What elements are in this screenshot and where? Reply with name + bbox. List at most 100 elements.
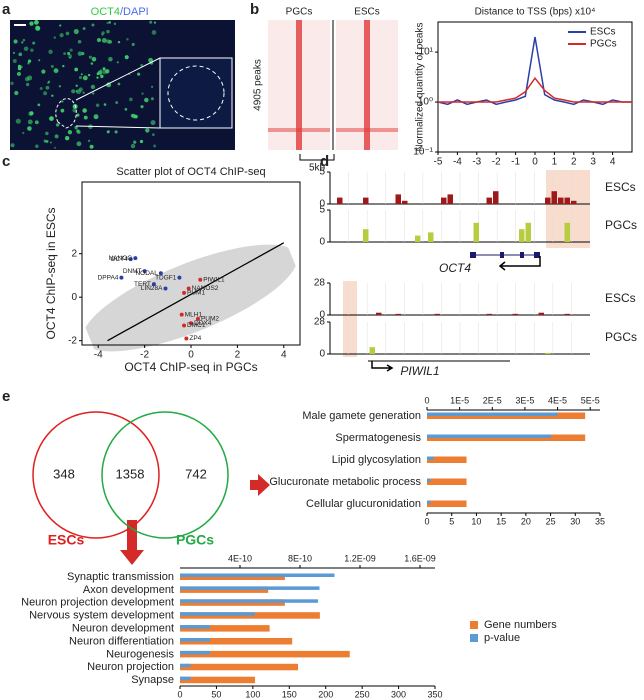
exon <box>500 252 504 258</box>
venn-count: 1358 <box>116 466 145 481</box>
cell <box>74 67 79 72</box>
cell <box>69 48 73 52</box>
cell <box>145 128 150 133</box>
cell <box>23 46 29 52</box>
cell <box>82 75 88 81</box>
x2-tick-label: 5E-5 <box>581 395 600 405</box>
signal-bar <box>564 313 570 315</box>
cell <box>13 39 18 44</box>
y-tick-label: -2 <box>68 335 77 346</box>
cell <box>73 28 79 35</box>
cell <box>153 21 157 24</box>
cell <box>131 42 135 47</box>
y-tick-label: 0 <box>319 199 325 210</box>
category-label: Neuron projection <box>87 661 174 673</box>
cell <box>83 115 88 120</box>
heatmap-signal <box>336 128 398 132</box>
category-label: Glucuronate metabolic process <box>269 476 421 488</box>
cell <box>38 59 41 62</box>
x-tick-label: 4 <box>281 350 287 361</box>
point-label: NANOS2 <box>192 285 219 292</box>
cell <box>106 82 112 88</box>
x-tick-label: 0 <box>188 350 194 361</box>
cell <box>140 105 144 109</box>
legend-label: ESCs <box>590 27 616 38</box>
bar <box>427 478 431 482</box>
y-axis-title: Normalized quantity of peaks <box>415 23 426 152</box>
x-tick-label: -1 <box>511 157 520 168</box>
category-label: Axon development <box>83 584 174 596</box>
venn-set-label: PGCs <box>176 532 214 548</box>
exon <box>534 252 540 258</box>
cell <box>129 97 133 102</box>
cell <box>67 130 73 135</box>
cell <box>90 84 96 90</box>
category-label: Neuron development <box>72 623 174 635</box>
cell <box>82 108 87 113</box>
point <box>133 256 138 261</box>
signal-bar <box>512 313 518 315</box>
point <box>128 257 133 262</box>
cell <box>29 21 34 26</box>
cell <box>27 59 32 63</box>
inset <box>159 57 233 129</box>
x-tick-label: 100 <box>245 689 260 699</box>
x2-tick-label: 3E-5 <box>515 395 534 405</box>
strand-arrow <box>371 361 394 372</box>
x-tick-label: 25 <box>546 516 556 526</box>
cell <box>18 52 23 57</box>
cell <box>59 24 62 27</box>
y-tick-label: 10¹ <box>419 47 434 58</box>
x-tick-label: 0 <box>424 516 429 526</box>
cell <box>14 90 19 96</box>
cell <box>60 108 65 113</box>
x-tick-label: 5 <box>449 516 454 526</box>
cell <box>43 91 48 96</box>
cell <box>153 144 157 148</box>
heatmap-signal <box>296 20 302 150</box>
x-tick-label: -5 <box>434 157 443 168</box>
panel-letter: a <box>2 1 11 18</box>
x2-tick-label: 2E-5 <box>483 395 502 405</box>
signal-bar <box>519 229 525 242</box>
gene-model <box>368 252 541 372</box>
signal-bar <box>363 197 369 204</box>
zoom-line <box>75 125 161 129</box>
cell <box>141 92 144 95</box>
cell <box>130 143 136 149</box>
point-label: NANOG <box>108 255 132 262</box>
panel-letter: c <box>2 153 10 170</box>
line <box>438 76 632 103</box>
cell <box>91 56 97 62</box>
panel-letter: e <box>2 388 10 405</box>
bar <box>427 500 467 507</box>
bar <box>180 650 350 658</box>
point <box>189 321 193 326</box>
cell <box>80 73 83 76</box>
point-label: TERT <box>134 281 151 288</box>
cell <box>55 123 60 127</box>
signal-bar <box>486 313 492 315</box>
cell <box>12 59 17 64</box>
cell <box>48 49 53 55</box>
zoom-line <box>75 57 161 101</box>
bar <box>427 434 552 438</box>
arrow <box>120 520 144 565</box>
scale-bar <box>14 24 26 26</box>
signal-bar <box>558 197 564 204</box>
x-tick-label: 200 <box>318 689 333 699</box>
cell <box>10 81 14 86</box>
x-tick-label: -4 <box>453 157 462 168</box>
point-label: PIWIL1 <box>203 277 225 284</box>
point-label: ZP4 <box>189 335 201 342</box>
point-label: DPPA4 <box>98 274 119 281</box>
cell <box>64 136 70 141</box>
cell <box>133 140 137 144</box>
bar <box>180 625 270 632</box>
bar <box>180 663 299 671</box>
point-label: LIN28A <box>141 285 163 292</box>
cell <box>67 51 71 55</box>
bar <box>180 599 318 603</box>
point-label: DMC1 <box>187 322 206 329</box>
point <box>158 271 163 276</box>
